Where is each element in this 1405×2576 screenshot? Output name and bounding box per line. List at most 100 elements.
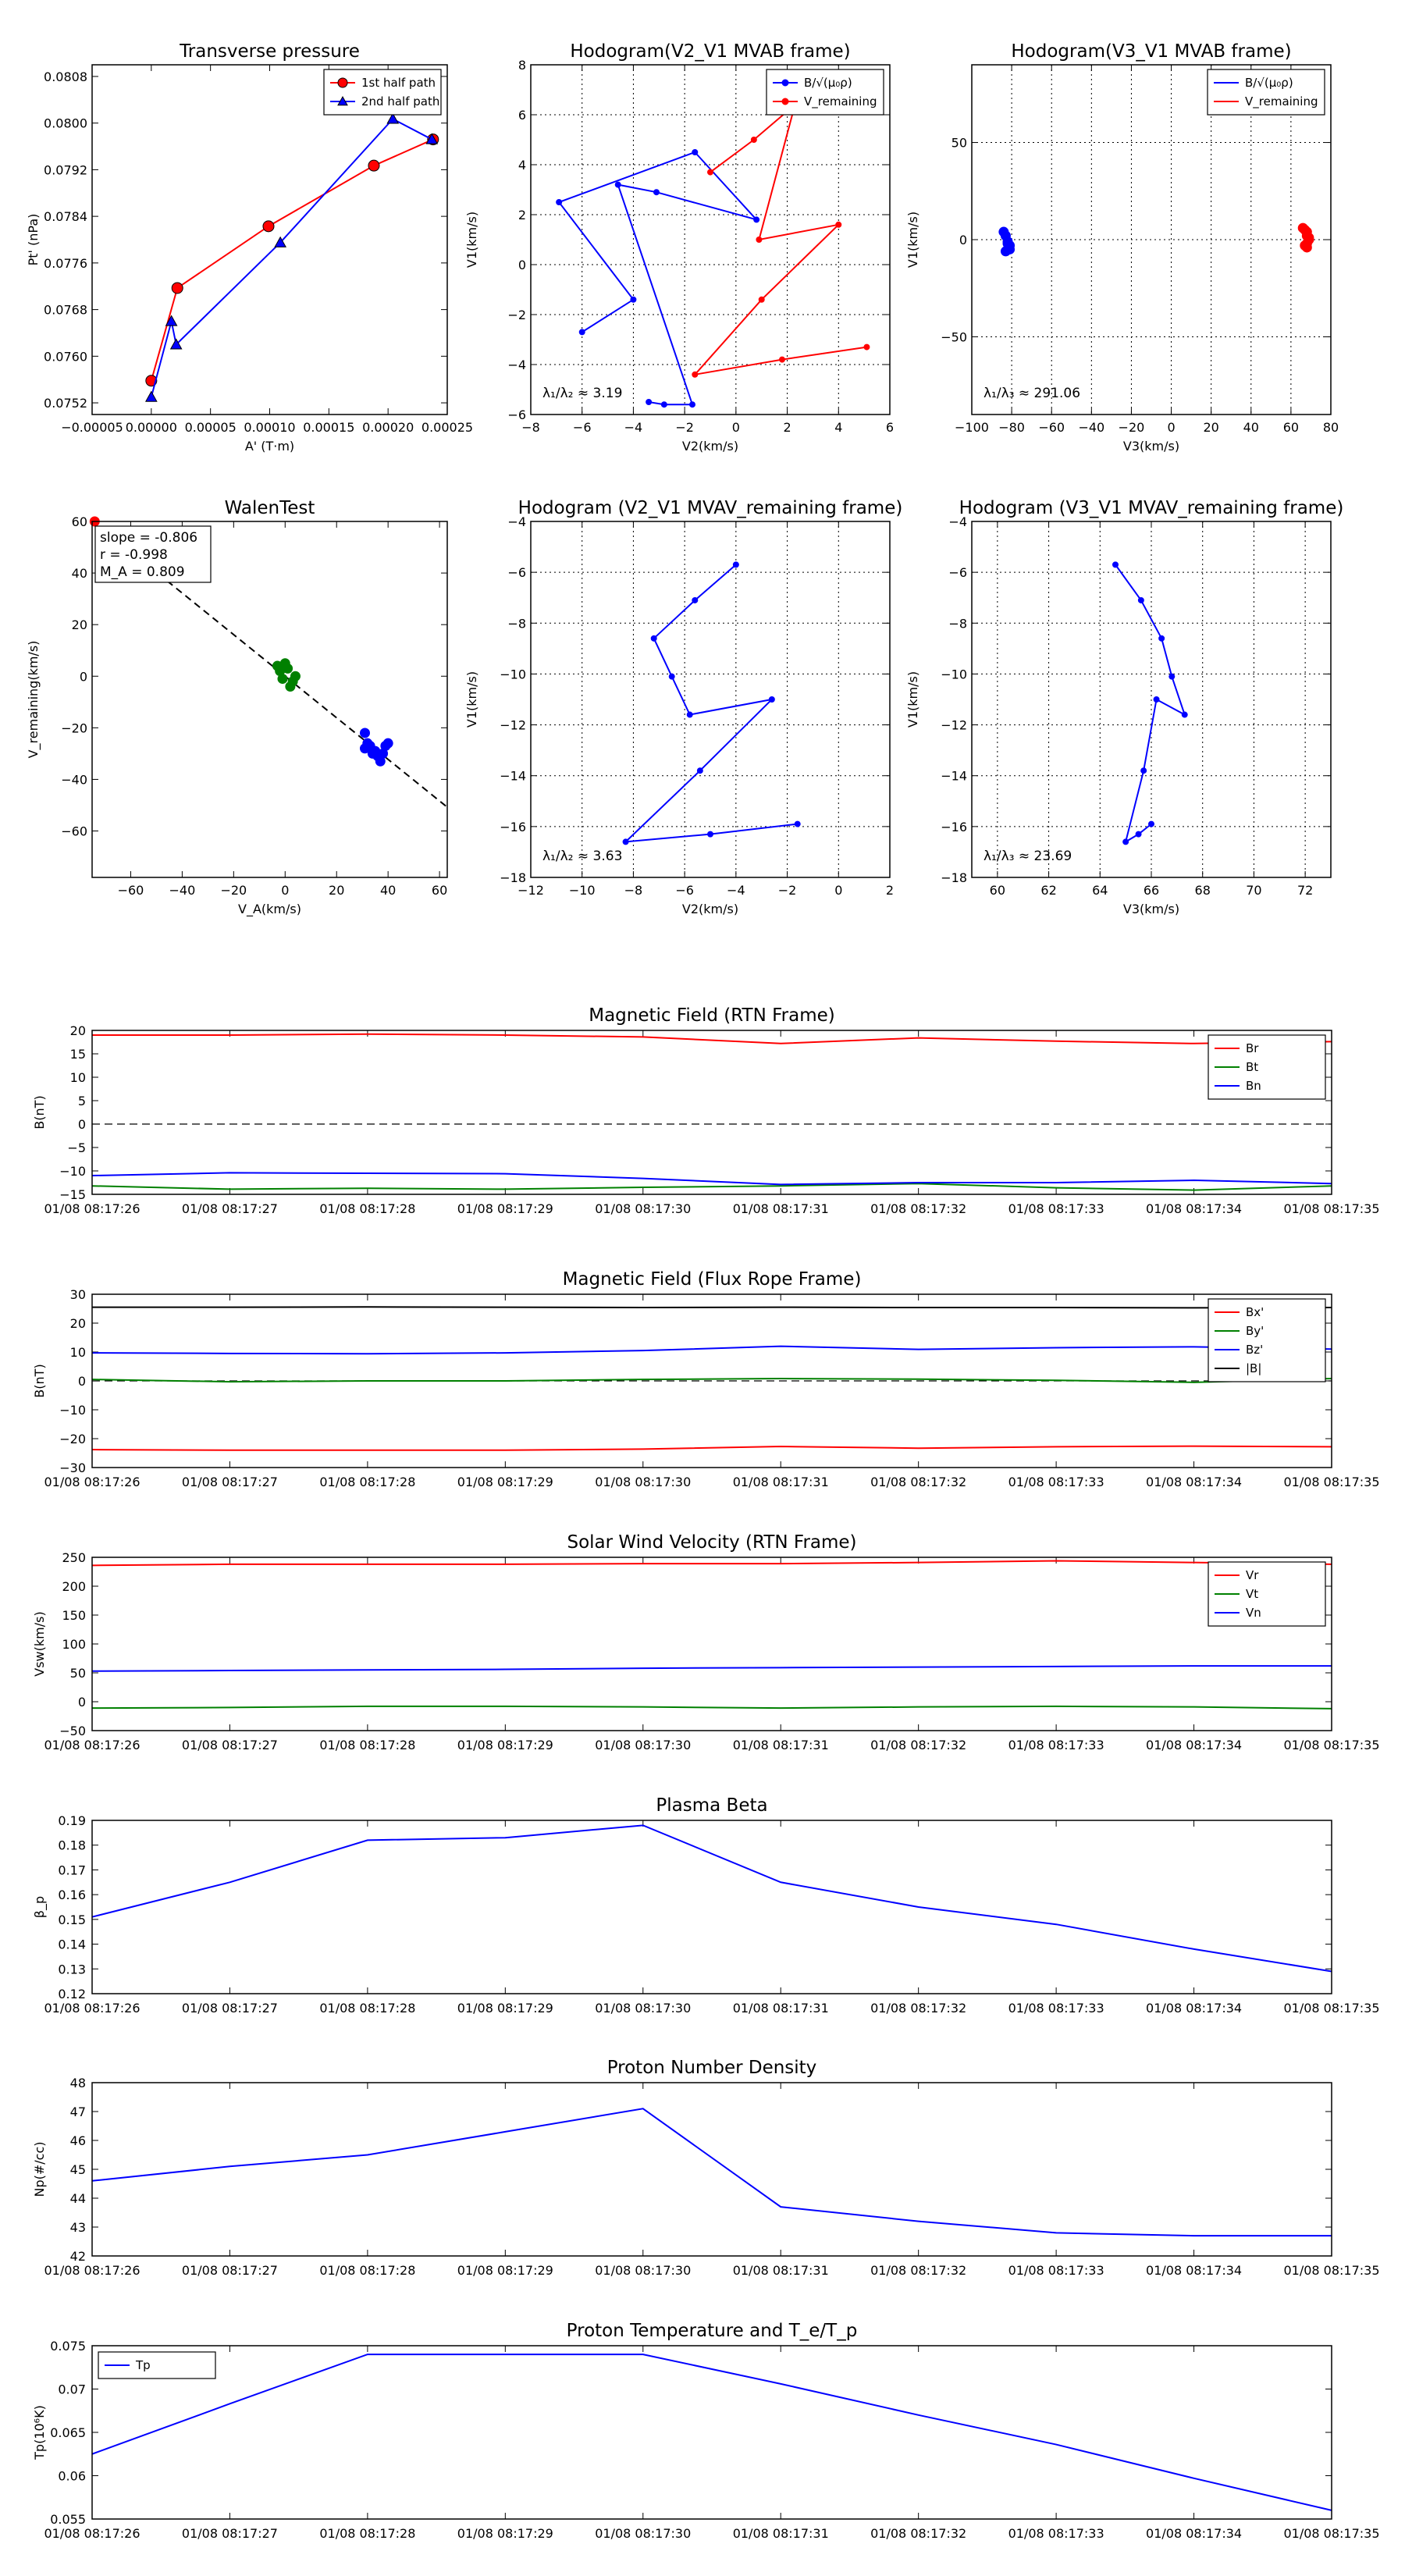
time-tick-label: 01/08 08:17:34 (1146, 1475, 1242, 1489)
legend-label: Bz' (1246, 1343, 1263, 1357)
time-tick-label: 01/08 08:17:33 (1008, 1475, 1104, 1489)
y-axis-label: B(nT) (32, 1364, 47, 1397)
legend-marker (781, 79, 789, 87)
x-tick-label: 0.00020 (362, 420, 414, 435)
time-tick-label: 01/08 08:17:29 (457, 2263, 553, 2278)
time-tick-label: 01/08 08:17:35 (1283, 2526, 1379, 2541)
plot-frame (91, 1030, 1332, 1195)
x-tick-label: −6 (573, 420, 592, 435)
data-point (382, 738, 393, 749)
y-tick-label: −30 (59, 1461, 86, 1475)
y-tick-label: 0.0752 (44, 396, 87, 411)
y-axis-label: Tp(10⁶K) (32, 2405, 47, 2460)
time-tick-label: 01/08 08:17:30 (595, 2001, 691, 2016)
y-tick-label: −12 (941, 718, 967, 733)
y-axis-label: V1(km/s) (464, 671, 479, 728)
chart-title: Plasma Beta (656, 1795, 767, 1816)
y-tick-label: 0.0792 (44, 162, 87, 177)
x-tick-label: 70 (1246, 883, 1261, 898)
legend-label: Tp (135, 2358, 151, 2372)
legend-box (1208, 1298, 1326, 1382)
time-tick-label: 01/08 08:17:31 (733, 2263, 829, 2278)
y-tick-label: 8 (518, 58, 526, 73)
time-tick-label: 01/08 08:17:31 (733, 1738, 829, 1752)
data-point (1153, 696, 1160, 703)
y-tick-label: −18 (500, 870, 526, 885)
x-tick-label: 66 (1144, 883, 1159, 898)
y-tick-label: −14 (941, 769, 967, 784)
series-line-Bt (91, 1183, 1332, 1191)
plot-frame (91, 1293, 1332, 1468)
y-tick-label: −2 (507, 308, 526, 322)
chart-temperature: 01/08 08:17:26 01/08 08:17:27 01/08 08:17:… (32, 2321, 1380, 2541)
time-tick-label: 01/08 08:17:33 (1008, 2526, 1104, 2541)
time-tick-label: 01/08 08:17:33 (1008, 1201, 1104, 1216)
plot-frame (91, 2345, 1332, 2520)
chart-title: Magnetic Field (Flux Rope Frame) (563, 1269, 862, 1290)
data-point (622, 838, 629, 845)
y-tick-label: 0.12 (58, 1987, 86, 2001)
y-tick-label: 10 (70, 1070, 86, 1085)
y-axis-label: V_remaining(km/s) (26, 641, 41, 759)
x-tick-label: 0 (281, 883, 289, 898)
legend-box (98, 2351, 216, 2379)
data-point (646, 399, 653, 405)
y-tick-label: −4 (507, 358, 526, 372)
legend-label: By' (1246, 1324, 1264, 1338)
y-tick-label: −50 (941, 329, 967, 344)
chart-hodo_mvav: −12 −10 −8 −6 −4 −2 0 2−18−16−14−12−10−8−6−4Hod… (464, 498, 902, 916)
time-tick-label: 01/08 08:17:28 (319, 1201, 415, 1216)
data-point (1005, 240, 1016, 251)
time-tick-label: 01/08 08:17:34 (1146, 1738, 1242, 1752)
x-tick-label: −2 (675, 420, 694, 435)
y-tick-label: −16 (500, 820, 526, 834)
x-tick-label: −10 (569, 883, 596, 898)
legend-box (766, 69, 884, 116)
time-tick-label: 01/08 08:17:28 (319, 1738, 415, 1752)
y-tick-label: −4 (948, 514, 967, 529)
y-tick-label: 0 (80, 669, 87, 684)
y-tick-label: 46 (70, 2133, 86, 2148)
time-tick-label: 01/08 08:17:28 (319, 2263, 415, 2278)
y-tick-label: 50 (951, 136, 967, 151)
plot-frame (91, 2082, 1332, 2257)
legend-label: Bt (1246, 1060, 1258, 1074)
time-tick-label: 01/08 08:17:28 (319, 2526, 415, 2541)
y-axis-label: Pt' (nPa) (26, 214, 41, 266)
x-tick-label: 72 (1297, 883, 1313, 898)
time-tick-label: 01/08 08:17:27 (182, 1738, 278, 1752)
x-tick-label: −40 (169, 883, 196, 898)
time-tick-label: 01/08 08:17:35 (1283, 2001, 1379, 2016)
y-axis-label: Np(#/cc) (32, 2142, 47, 2197)
time-tick-label: 01/08 08:17:29 (457, 1201, 553, 1216)
time-tick-label: 01/08 08:17:33 (1008, 2001, 1104, 2016)
annotation: λ₁/λ₃ ≈ 291.06 (984, 386, 1080, 401)
data-point (1140, 767, 1147, 774)
y-tick-label: 0.16 (58, 1888, 86, 1902)
series-line-Bn (91, 1172, 1332, 1186)
time-tick-label: 01/08 08:17:27 (182, 2526, 278, 2541)
x-tick-label: 0.00000 (126, 420, 177, 435)
x-tick-label: 0 (732, 420, 740, 435)
time-tick-label: 01/08 08:17:26 (44, 1201, 140, 1216)
data-point (165, 315, 178, 326)
chart-hodo_v3_mvav: 60 62 64 66 68 70 72 −18 −16 −14 −12 −10 −8 −6 −4Hodog… (905, 498, 1343, 916)
data-point (274, 236, 286, 247)
data-point (1135, 831, 1142, 838)
x-tick-label: 60 (432, 883, 447, 898)
x-tick-label: 0.00005 (185, 420, 237, 435)
chart-title: Proton Number Density (607, 2058, 817, 2078)
time-tick-label: 01/08 08:17:31 (733, 1201, 829, 1216)
y-tick-label: −10 (59, 1403, 86, 1418)
chart-transverse: −0.00005 0.00000 0.00005 0.00010 0.00015 0.00… (26, 41, 473, 454)
time-tick-label: 01/08 08:17:30 (595, 1738, 691, 1752)
y-tick-label: 50 (70, 1666, 86, 1681)
series-line-B (1115, 564, 1186, 844)
x-tick-label: 60 (990, 883, 1005, 898)
legend-label: |B| (1246, 1361, 1261, 1375)
legend-label: Vt (1246, 1587, 1258, 1601)
y-tick-label: 0.0776 (44, 256, 87, 271)
y-tick-label: −40 (61, 772, 87, 787)
